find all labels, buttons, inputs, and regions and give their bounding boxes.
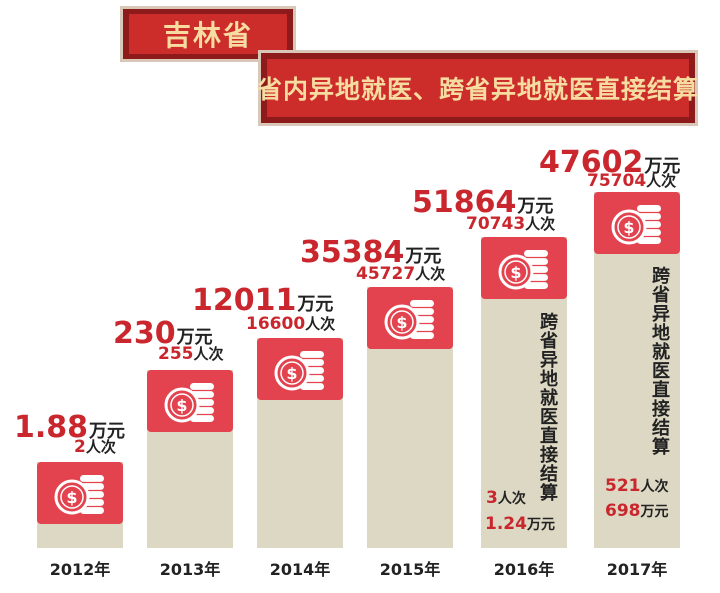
province-title: 吉林省 xyxy=(129,14,287,54)
cross-amount-2016: 1.24万元 xyxy=(485,516,555,533)
headline-title: 省内异地就医、跨省异地就医直接结算 xyxy=(257,59,698,117)
coin-stack-icon: $ xyxy=(378,292,442,348)
cross-amount-2016-value: 1.24 xyxy=(485,514,527,534)
province-banner: 吉林省 xyxy=(120,6,296,62)
coin-stack-icon: $ xyxy=(605,197,669,253)
coin-stack-icon: $ xyxy=(268,343,332,399)
visits-label-5: 70743人次 xyxy=(466,216,555,233)
visits-label-3: 16600人次 xyxy=(246,316,335,333)
cross-amount-2017: 698万元 xyxy=(605,503,669,520)
coin-stack-icon: $ xyxy=(48,467,112,523)
coin-stack-icon: $ xyxy=(492,242,556,298)
visits-label-1: 2人次 xyxy=(74,439,116,456)
svg-text:$: $ xyxy=(510,263,521,282)
headline-banner: 省内异地就医、跨省异地就医直接结算 xyxy=(257,50,698,126)
svg-text:$: $ xyxy=(623,218,634,237)
visits-label-2: 255人次 xyxy=(158,346,224,363)
amount-unit: 万元 xyxy=(89,421,126,442)
amount-label-4: 35384万元 xyxy=(300,238,441,268)
svg-text:$: $ xyxy=(176,396,187,415)
svg-text:$: $ xyxy=(396,313,407,332)
amount-unit: 万元 xyxy=(517,196,554,217)
coin-stack-icon: $ xyxy=(158,375,222,431)
visits-value: 75704 xyxy=(587,171,647,191)
visits-unit: 人次 xyxy=(193,345,224,363)
amount-value: 230 xyxy=(113,316,176,351)
svg-text:$: $ xyxy=(286,364,297,383)
amount-value: 35384 xyxy=(300,235,405,270)
amount-unit: 万元 xyxy=(176,327,213,348)
svg-text:$: $ xyxy=(66,488,77,507)
cross-amount-2017-value: 698 xyxy=(605,501,641,521)
cross-visits-2016: 3人次 xyxy=(486,490,526,507)
cross-visits-2016-value: 3 xyxy=(486,488,498,508)
visits-value: 70743 xyxy=(466,214,526,234)
amount-value: 1.88 xyxy=(14,410,89,445)
amount-label-3: 12011万元 xyxy=(192,286,333,316)
cross-amount-2016-unit: 万元 xyxy=(526,517,555,533)
visits-unit: 人次 xyxy=(415,265,446,283)
year-label-2: 2013年 xyxy=(159,560,221,579)
visits-unit: 人次 xyxy=(525,215,556,233)
amount-value: 47602 xyxy=(539,145,644,180)
year-label-3: 2014年 xyxy=(269,560,331,579)
visits-label-4: 45727人次 xyxy=(356,266,445,283)
cross-visits-2017-unit: 人次 xyxy=(640,479,669,495)
visits-value: 2 xyxy=(74,437,86,457)
year-label-5: 2016年 xyxy=(493,560,555,579)
visits-unit: 人次 xyxy=(646,172,677,190)
amount-unit: 万元 xyxy=(644,156,681,177)
year-label-4: 2015年 xyxy=(379,560,441,579)
year-label-6: 2017年 xyxy=(606,560,668,579)
cross-province-label-2017: 跨省异地就医直接结算 xyxy=(649,266,670,456)
cross-visits-2017-value: 521 xyxy=(605,476,641,496)
amount-value: 51864 xyxy=(412,185,517,220)
cross-visits-2017: 521人次 xyxy=(605,478,669,495)
cross-province-label-2016: 跨省异地就医直接结算 xyxy=(537,312,558,502)
amount-label-2: 230万元 xyxy=(113,319,213,349)
amount-value: 12011 xyxy=(192,283,297,318)
amount-label-1: 1.88万元 xyxy=(14,413,125,443)
amount-unit: 万元 xyxy=(297,294,334,315)
amount-label-6: 47602万元 xyxy=(539,148,680,178)
cross-visits-2016-unit: 人次 xyxy=(497,491,526,507)
cross-amount-2017-unit: 万元 xyxy=(640,504,669,520)
amount-label-5: 51864万元 xyxy=(412,188,553,218)
visits-unit: 人次 xyxy=(305,315,336,333)
visits-value: 45727 xyxy=(356,264,416,284)
amount-unit: 万元 xyxy=(405,246,442,267)
visits-value: 255 xyxy=(158,344,194,364)
visits-value: 16600 xyxy=(246,314,306,334)
visits-label-6: 75704人次 xyxy=(587,173,676,190)
year-label-1: 2012年 xyxy=(49,560,111,579)
visits-unit: 人次 xyxy=(85,438,116,456)
